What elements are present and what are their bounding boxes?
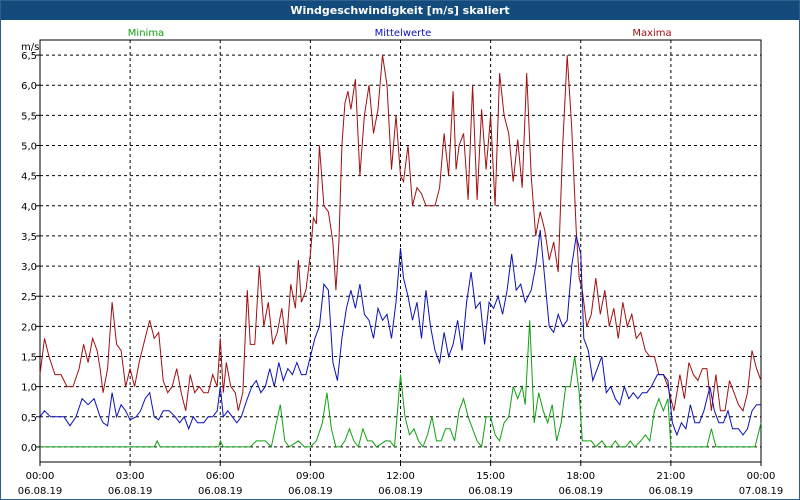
y-axis-label: m/s bbox=[21, 42, 39, 53]
x-tick-label-date: 06.08.19 bbox=[558, 486, 603, 497]
x-tick-label-date: 06.08.19 bbox=[198, 486, 243, 497]
x-tick-label-time: 18:00 bbox=[566, 471, 595, 482]
x-tick-label-time: 09:00 bbox=[296, 471, 325, 482]
x-tick-label-time: 21:00 bbox=[656, 471, 685, 482]
x-tick-label-date: 06.08.19 bbox=[468, 486, 513, 497]
x-tick-label-time: 03:00 bbox=[116, 471, 145, 482]
y-tick-label: 4,5 bbox=[21, 172, 37, 183]
x-tick-label-time: 12:00 bbox=[386, 471, 415, 482]
series-line-minima bbox=[40, 320, 762, 449]
series-line-maxima bbox=[39, 55, 762, 412]
y-tick-label: 4,0 bbox=[21, 202, 37, 213]
y-tick-label: 0,5 bbox=[21, 413, 37, 424]
x-tick-label-date: 07.08.19 bbox=[739, 486, 784, 497]
y-tick-label: 5,5 bbox=[21, 111, 37, 122]
x-tick-label-date: 06.08.19 bbox=[288, 486, 333, 497]
x-tick-label-date: 06.08.19 bbox=[18, 486, 63, 497]
series-line-mittelwerte bbox=[39, 229, 761, 437]
legend-maxima: Maxima bbox=[632, 28, 671, 39]
y-tick-label: 6,5 bbox=[21, 51, 37, 62]
chart-title: Windgeschwindigkeit [m/s] skaliert bbox=[1, 1, 799, 20]
legend-mittelwerte: Mittelwerte bbox=[375, 28, 432, 39]
plot-area-border bbox=[39, 39, 762, 463]
y-tick-label: 2,0 bbox=[21, 322, 37, 333]
y-tick-label: 0,0 bbox=[21, 443, 37, 454]
y-tick-label: 3,5 bbox=[21, 232, 37, 243]
y-tick-label: 6,0 bbox=[21, 81, 37, 92]
y-tick-label: 1,5 bbox=[21, 353, 37, 364]
x-tick-label-time: 06:00 bbox=[206, 471, 235, 482]
x-tick-label-time: 00:00 bbox=[26, 471, 55, 482]
y-tick-label: 1,0 bbox=[21, 383, 37, 394]
legend-minima: Minima bbox=[128, 28, 164, 39]
x-tick-label-date: 06.08.19 bbox=[108, 486, 153, 497]
y-tick-label: 2,5 bbox=[21, 292, 37, 303]
y-tick-label: 3,0 bbox=[21, 262, 37, 273]
x-tick-label-time: 15:00 bbox=[476, 471, 505, 482]
y-tick-label: 5,0 bbox=[21, 142, 37, 153]
x-tick-label-date: 06.08.19 bbox=[649, 486, 694, 497]
x-tick-label-date: 06.08.19 bbox=[378, 486, 423, 497]
x-tick-label-time: 00:00 bbox=[747, 471, 776, 482]
